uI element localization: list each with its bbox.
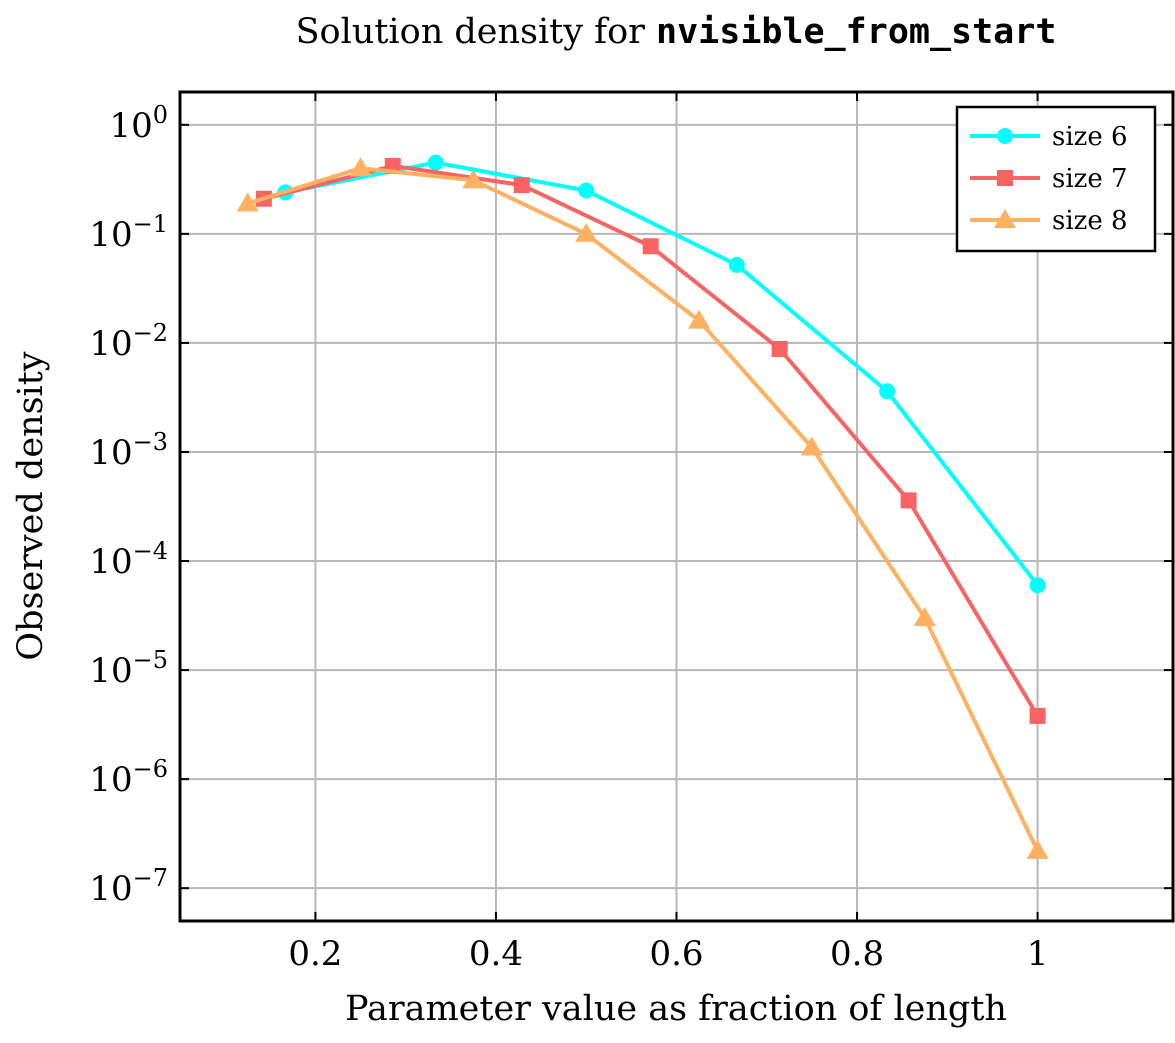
y-tick-label: 10−5 [89,646,168,691]
legend-label: size 6 [1052,122,1128,152]
series-layer [236,154,1049,859]
data-point-marker [513,177,530,194]
y-tick-label: 10−7 [89,864,168,909]
legend-marker [997,128,1013,144]
x-tick-label: 0.2 [288,934,342,974]
series-line [247,166,1040,852]
data-point-marker [900,492,917,509]
chart-title: Solution density for nvisible_from_start [296,12,1057,52]
y-tick-label: 10−1 [89,210,168,255]
legend-item: size 6 [970,122,1128,152]
y-tick-label: 100 [109,101,168,146]
legend: size 6 size 7 size 8 [955,105,1157,253]
data-point-marker [1029,577,1046,594]
legend-item: size 8 [970,206,1128,236]
data-point-marker [642,238,659,255]
data-point-marker [578,182,595,199]
data-point-marker [1026,839,1049,859]
legend-marker [997,170,1013,186]
y-tick-label: 10−4 [89,537,168,582]
data-point-marker [1029,707,1046,724]
data-point-marker [879,383,896,400]
legend-marker [994,209,1016,228]
data-point-marker [575,222,598,242]
series-line [284,160,1040,587]
data-point-marker [349,157,372,177]
series-2 [255,157,1046,724]
legend-label: size 7 [1052,164,1128,194]
ticks: 0.2 0.4 0.6 0.8 1 100 10−1 10−2 10−3 10−4 10−5 10−6… [89,92,1173,974]
y-axis-label: Observed density [11,351,51,660]
x-tick-label: 1 [1027,934,1049,974]
series-1 [277,154,1046,594]
data-point-marker [771,340,788,357]
legend-label: size 8 [1052,206,1128,236]
chart-title-text: Solution density for [296,12,656,52]
legend-items: size 6 size 7 size 8 [970,122,1128,236]
data-point-marker [688,309,711,329]
y-tick-label: 10−2 [89,319,168,364]
data-point-marker [236,192,259,212]
data-point-marker [913,607,936,627]
legend-item: size 7 [970,164,1128,194]
y-tick-label: 10−6 [89,755,168,800]
data-point-marker [462,169,485,189]
data-point-marker [728,256,745,273]
x-axis-label: Parameter value as fraction of length [345,989,1007,1029]
x-tick-label: 0.8 [830,934,884,974]
y-tick-label: 10−3 [89,428,168,473]
grid [180,92,1173,921]
chart-title-code: nvisible_from_start [656,12,1056,52]
x-tick-label: 0.4 [469,934,523,974]
data-point-marker [427,154,444,171]
x-tick-label: 0.6 [649,934,703,974]
data-point-marker [800,436,823,456]
series-3 [236,157,1049,859]
